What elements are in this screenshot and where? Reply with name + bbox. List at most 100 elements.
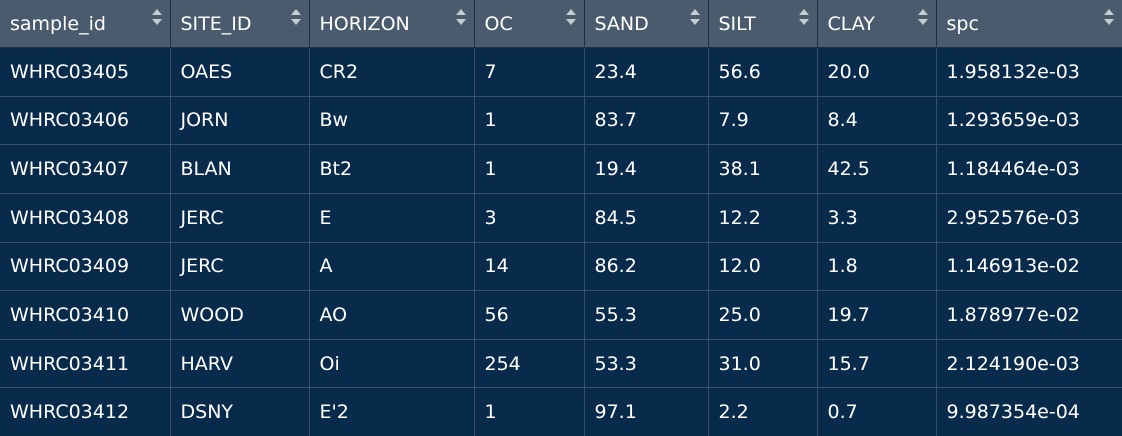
table-cell[interactable]: WHRC03412 [0, 387, 171, 436]
table-cell[interactable]: 56 [474, 290, 585, 340]
table-cell[interactable]: 1.878977e-02 [936, 290, 1122, 340]
table-cell[interactable]: 12.0 [708, 242, 818, 292]
table-cell[interactable]: A [309, 242, 475, 292]
table-cell[interactable]: WOOD [170, 290, 310, 340]
table-cell[interactable]: 25.0 [708, 290, 818, 340]
column-header-silt[interactable]: SILT [708, 0, 818, 48]
column-header-horizon[interactable]: HORIZON [309, 0, 475, 48]
table-row[interactable]: WHRC03411 HARV Oi 254 53.3 31.0 15.7 2.1… [0, 339, 1122, 389]
table-cell[interactable]: WHRC03410 [0, 290, 171, 340]
table-cell[interactable]: 19.7 [817, 290, 937, 340]
column-header-spc[interactable]: spc [936, 0, 1122, 48]
column-header-sand[interactable]: SAND [584, 0, 709, 48]
column-header-label: spc [946, 12, 979, 35]
table-cell[interactable]: Bw [309, 96, 475, 146]
table-cell[interactable]: JERC [170, 193, 310, 243]
table-cell[interactable]: 15.7 [817, 339, 937, 389]
table-cell[interactable]: 55.3 [584, 290, 709, 340]
table-cell[interactable]: 14 [474, 242, 585, 292]
table-cell[interactable]: 97.1 [584, 387, 709, 436]
table-cell[interactable]: 56.6 [708, 47, 818, 97]
table-cell[interactable]: JORN [170, 96, 310, 146]
table-row[interactable]: WHRC03405 OAES CR2 7 23.4 56.6 20.0 1.95… [0, 47, 1122, 97]
table-cell[interactable]: 20.0 [817, 47, 937, 97]
table-row[interactable]: WHRC03407 BLAN Bt2 1 19.4 38.1 42.5 1.18… [0, 144, 1122, 194]
column-header-oc[interactable]: OC [474, 0, 585, 48]
table-cell[interactable]: 1.146913e-02 [936, 242, 1122, 292]
table-cell[interactable]: JERC [170, 242, 310, 292]
table-cell[interactable]: 42.5 [817, 144, 937, 194]
table-cell[interactable]: 254 [474, 339, 585, 389]
table-cell[interactable]: E'2 [309, 387, 475, 436]
table-cell[interactable]: AO [309, 290, 475, 340]
table-cell[interactable]: 83.7 [584, 96, 709, 146]
table-cell[interactable]: 1 [474, 144, 585, 194]
table-cell[interactable]: 53.3 [584, 339, 709, 389]
table-row[interactable]: WHRC03412 DSNY E'2 1 97.1 2.2 0.7 9.9873… [0, 387, 1122, 436]
table-cell[interactable]: 1.293659e-03 [936, 96, 1122, 146]
table-cell[interactable]: 1 [474, 96, 585, 146]
sort-icon[interactable] [689, 9, 700, 25]
sort-icon[interactable] [917, 9, 928, 25]
table-cell[interactable]: CR2 [309, 47, 475, 97]
table-cell[interactable]: 3.3 [817, 193, 937, 243]
column-header-label: CLAY [827, 12, 875, 35]
table-cell[interactable]: DSNY [170, 387, 310, 436]
column-header-clay[interactable]: CLAY [817, 0, 937, 48]
table-body: WHRC03405 OAES CR2 7 23.4 56.6 20.0 1.95… [0, 47, 1122, 436]
table-cell[interactable]: 86.2 [584, 242, 709, 292]
column-header-label: OC [484, 12, 513, 35]
column-header-sample-id[interactable]: sample_id [0, 0, 171, 48]
header-row: sample_id SITE_ID HORIZON OC SAND SILT C… [0, 0, 1122, 48]
table-cell[interactable]: 1.958132e-03 [936, 47, 1122, 97]
table-cell[interactable]: WHRC03405 [0, 47, 171, 97]
table-cell[interactable]: 12.2 [708, 193, 818, 243]
table-cell[interactable]: 2.952576e-03 [936, 193, 1122, 243]
sort-icon[interactable] [455, 9, 466, 25]
table-cell[interactable]: 7.9 [708, 96, 818, 146]
column-header-label: SILT [718, 12, 756, 35]
sort-icon[interactable] [565, 9, 576, 25]
table-cell[interactable]: WHRC03407 [0, 144, 171, 194]
column-header-label: HORIZON [319, 12, 410, 35]
table-cell[interactable]: 1.8 [817, 242, 937, 292]
table-cell[interactable]: 2.124190e-03 [936, 339, 1122, 389]
table-row[interactable]: WHRC03410 WOOD AO 56 55.3 25.0 19.7 1.87… [0, 290, 1122, 340]
table-cell[interactable]: 8.4 [817, 96, 937, 146]
table-cell[interactable]: WHRC03411 [0, 339, 171, 389]
column-header-label: SAND [594, 12, 649, 35]
sort-icon[interactable] [151, 9, 162, 25]
column-header-label: SITE_ID [180, 12, 252, 35]
table-cell[interactable]: 84.5 [584, 193, 709, 243]
table-cell[interactable]: 9.987354e-04 [936, 387, 1122, 436]
table-cell[interactable]: Bt2 [309, 144, 475, 194]
sort-icon[interactable] [1104, 9, 1114, 25]
table-cell[interactable]: WHRC03409 [0, 242, 171, 292]
sort-icon[interactable] [798, 9, 809, 25]
table-cell[interactable]: E [309, 193, 475, 243]
table-cell[interactable]: 31.0 [708, 339, 818, 389]
table-cell[interactable]: 23.4 [584, 47, 709, 97]
table-cell[interactable]: 3 [474, 193, 585, 243]
column-header-site-id[interactable]: SITE_ID [170, 0, 310, 48]
table-cell[interactable]: Oi [309, 339, 475, 389]
column-header-label: sample_id [10, 12, 106, 35]
table-cell[interactable]: 2.2 [708, 387, 818, 436]
table-cell[interactable]: 0.7 [817, 387, 937, 436]
table-row[interactable]: WHRC03406 JORN Bw 1 83.7 7.9 8.4 1.29365… [0, 96, 1122, 146]
table-row[interactable]: WHRC03408 JERC E 3 84.5 12.2 3.3 2.95257… [0, 193, 1122, 243]
table-cell[interactable]: HARV [170, 339, 310, 389]
table-cell[interactable]: BLAN [170, 144, 310, 194]
table-cell[interactable]: 19.4 [584, 144, 709, 194]
sort-icon[interactable] [290, 9, 301, 25]
table-cell[interactable]: 1 [474, 387, 585, 436]
table-header: sample_id SITE_ID HORIZON OC SAND SILT C… [0, 0, 1122, 48]
table-cell[interactable]: OAES [170, 47, 310, 97]
table-cell[interactable]: 38.1 [708, 144, 818, 194]
table-cell[interactable]: WHRC03408 [0, 193, 171, 243]
table-cell[interactable]: 1.184464e-03 [936, 144, 1122, 194]
table-row[interactable]: WHRC03409 JERC A 14 86.2 12.0 1.8 1.1469… [0, 242, 1122, 292]
table-cell[interactable]: 7 [474, 47, 585, 97]
table-cell[interactable]: WHRC03406 [0, 96, 171, 146]
